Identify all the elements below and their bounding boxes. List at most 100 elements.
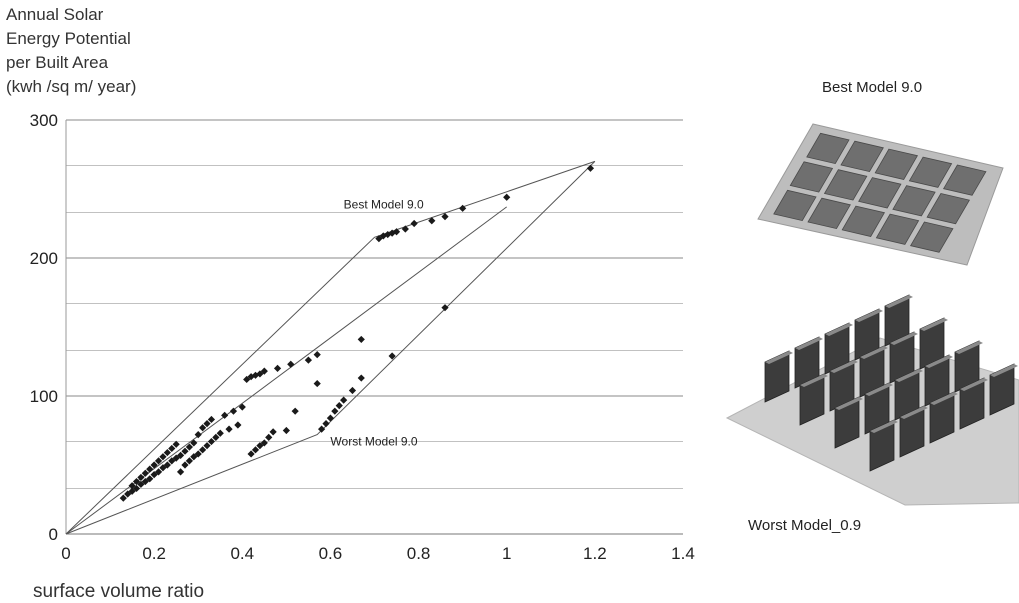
data-point xyxy=(216,429,224,437)
data-point xyxy=(146,465,154,473)
solar-panel xyxy=(875,213,920,245)
data-point xyxy=(392,228,401,236)
wall-top xyxy=(920,318,948,331)
solar-panel xyxy=(858,177,902,209)
y-axis-label-line-3: per Built Area xyxy=(6,53,109,72)
data-point xyxy=(340,396,348,404)
wall-top xyxy=(955,341,983,354)
data-point xyxy=(234,421,242,429)
data-point xyxy=(229,407,238,415)
x-tick-label: 0.2 xyxy=(142,544,166,563)
y-axis-label: Annual Solar Energy Potential per Built … xyxy=(6,5,136,96)
wall-top xyxy=(930,392,958,405)
y-tick-label: 100 xyxy=(30,387,58,406)
data-point xyxy=(190,439,198,447)
wall-top xyxy=(865,383,893,396)
data-point xyxy=(199,446,207,454)
wall-top xyxy=(990,364,1018,377)
data-point xyxy=(181,461,189,469)
solar-panel xyxy=(841,205,886,237)
y-tick-label: 0 xyxy=(49,525,58,544)
wall-top xyxy=(890,332,918,345)
y-tick-label: 300 xyxy=(30,111,58,130)
data-point xyxy=(176,451,185,459)
data-point xyxy=(401,225,409,233)
data-point xyxy=(459,204,467,212)
data-point xyxy=(247,450,255,458)
data-point xyxy=(260,367,268,375)
wall-top xyxy=(885,295,913,308)
data-point xyxy=(357,335,365,344)
data-point xyxy=(282,426,290,435)
worst-model-walls xyxy=(764,294,1018,472)
data-point xyxy=(203,442,211,450)
data-point xyxy=(212,433,220,441)
wall-top xyxy=(925,355,953,368)
data-point xyxy=(256,370,264,378)
wall-top xyxy=(835,397,863,410)
chart-annotation: Best Model 9.0 xyxy=(344,197,424,211)
solar-panel xyxy=(926,193,971,225)
data-point xyxy=(388,352,396,360)
data-point xyxy=(287,360,295,368)
data-point xyxy=(150,461,158,469)
data-point xyxy=(172,440,180,448)
y-axis-label-line-1: Annual Solar xyxy=(6,5,104,24)
data-point xyxy=(176,468,185,476)
x-tick-label: 1.4 xyxy=(671,544,695,563)
data-point xyxy=(318,425,326,433)
data-point xyxy=(194,450,202,458)
data-point xyxy=(163,448,171,457)
data-point xyxy=(357,374,365,382)
data-point xyxy=(348,386,357,395)
solar-panel xyxy=(823,169,868,201)
data-point xyxy=(159,453,167,461)
data-point xyxy=(388,229,396,237)
chart-annotation: Worst Model 9.0 xyxy=(330,435,417,449)
wall-top xyxy=(960,378,988,391)
data-point xyxy=(137,473,145,482)
y-axis-label-line-2: Energy Potential xyxy=(6,29,131,48)
solar-panel xyxy=(806,132,850,165)
data-point xyxy=(260,439,268,447)
data-point xyxy=(322,420,330,428)
data-point xyxy=(190,453,198,461)
solar-panel xyxy=(789,161,834,193)
solar-panel xyxy=(773,189,817,222)
data-point xyxy=(221,411,229,419)
solar-panel xyxy=(892,185,936,217)
data-point xyxy=(146,475,154,483)
wall-top xyxy=(870,420,898,433)
data-point xyxy=(207,437,216,446)
solar-panel xyxy=(840,140,884,173)
x-axis-label: surface volume ratio xyxy=(33,581,204,602)
data-point xyxy=(503,193,511,201)
envelope-line xyxy=(65,161,596,535)
data-point xyxy=(154,468,163,476)
wall-top xyxy=(900,406,928,419)
solar-panel xyxy=(908,156,953,188)
data-point xyxy=(154,457,163,465)
wall-top xyxy=(825,323,853,336)
data-point xyxy=(335,402,343,410)
data-point xyxy=(265,433,273,441)
data-point xyxy=(132,484,141,493)
x-tick-label: 1.2 xyxy=(583,544,607,563)
best-model-panels xyxy=(773,132,987,253)
y-axis-label-line-4: (kwh /sq m/ year) xyxy=(6,77,136,96)
wall-top xyxy=(855,309,883,322)
data-point xyxy=(273,364,282,372)
data-point xyxy=(304,356,312,364)
envelope-line xyxy=(65,160,596,535)
data-point xyxy=(119,494,127,502)
wall-top xyxy=(860,346,888,359)
x-tick-label: 1 xyxy=(502,544,511,563)
data-point xyxy=(185,443,193,451)
data-point xyxy=(150,471,158,479)
x-tick-label: 0.6 xyxy=(319,544,343,563)
data-point xyxy=(141,469,149,477)
wall-top xyxy=(800,374,828,387)
data-point xyxy=(428,217,436,225)
data-point xyxy=(331,407,339,415)
